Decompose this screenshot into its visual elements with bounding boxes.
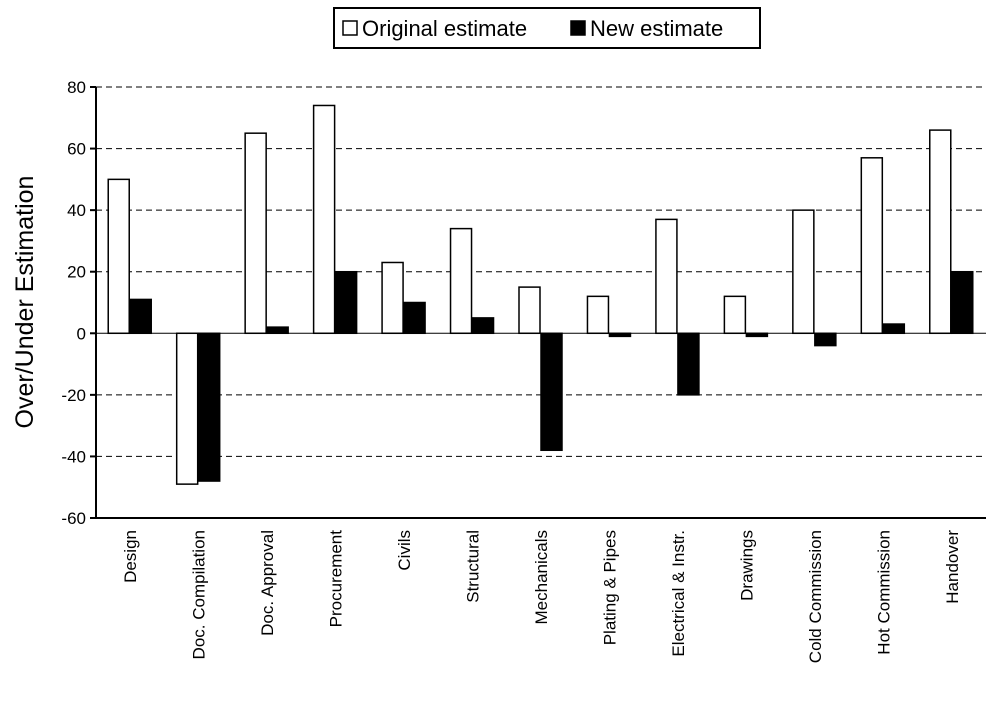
- category-label-8: Electrical & Instr.: [669, 530, 688, 657]
- bar-new-12: [951, 270, 974, 335]
- category-label-4: Civils: [395, 530, 414, 571]
- category-label-3: Procurement: [327, 530, 346, 628]
- y-tick-label-40: 40: [67, 201, 86, 220]
- bar-new-10: [814, 332, 837, 347]
- axes: [90, 86, 986, 519]
- bar-original-10: [792, 209, 815, 335]
- bar-new-0: [129, 298, 152, 335]
- y-tick-label-0: 0: [77, 324, 86, 343]
- legend-label-new: New estimate: [590, 16, 723, 41]
- category-label-9: Drawings: [737, 530, 756, 601]
- category-label-6: Mechanicals: [532, 530, 551, 625]
- bar-new-8: [677, 332, 700, 396]
- bar-original-3: [312, 104, 336, 335]
- y-tick-label-60: 60: [67, 140, 86, 159]
- y-tick-label--40: -40: [61, 447, 86, 466]
- category-label-5: Structural: [464, 530, 483, 603]
- category-label-10: Cold Commission: [806, 530, 825, 663]
- bar-original-1: [175, 332, 199, 485]
- legend-swatch-new: [570, 20, 586, 36]
- bar-original-0: [107, 178, 130, 335]
- legend-label-original: Original estimate: [362, 16, 527, 41]
- legend-frame: [333, 7, 761, 49]
- category-labels: Design Doc. Compilation Doc. Approval Procu…: [121, 530, 962, 664]
- category-label-2: Doc. Approval: [258, 530, 277, 636]
- bars: [107, 104, 974, 485]
- category-label-7: Plating & Pipes: [600, 530, 619, 645]
- bar-original-4: [381, 261, 404, 335]
- category-label-1: Doc. Compilation: [190, 530, 209, 659]
- bar-new-2: [266, 326, 289, 335]
- category-label-0: Design: [121, 530, 140, 583]
- bar-original-2: [244, 132, 267, 335]
- y-tick-label--60: -60: [61, 509, 86, 528]
- y-tick-labels: -60 -40 -20 0 20 40 60 80: [61, 78, 86, 528]
- y-tick-label-20: 20: [67, 263, 86, 282]
- bar-new-6: [540, 332, 563, 452]
- bar-original-6: [518, 286, 541, 335]
- y-axis-title: Over/Under Estimation: [11, 176, 39, 429]
- bar-new-3: [334, 270, 358, 335]
- y-tick-label-80: 80: [67, 78, 86, 97]
- bar-original-11: [860, 157, 884, 335]
- legend-swatch-original: [342, 20, 358, 36]
- y-tick-label--20: -20: [61, 386, 86, 405]
- bar-original-8: [655, 218, 678, 335]
- bar-new-1: [197, 332, 221, 482]
- bar-original-5: [449, 227, 473, 335]
- bar-new-4: [403, 301, 426, 335]
- bar-new-5: [471, 317, 495, 335]
- bar-original-9: [723, 295, 747, 335]
- category-label-11: Hot Commission: [874, 530, 893, 655]
- category-label-12: Handover: [943, 530, 962, 604]
- legend: Original estimate New estimate: [333, 7, 761, 49]
- bar-original-12: [929, 129, 952, 335]
- bar-new-11: [882, 323, 906, 335]
- bar-original-7: [586, 295, 610, 335]
